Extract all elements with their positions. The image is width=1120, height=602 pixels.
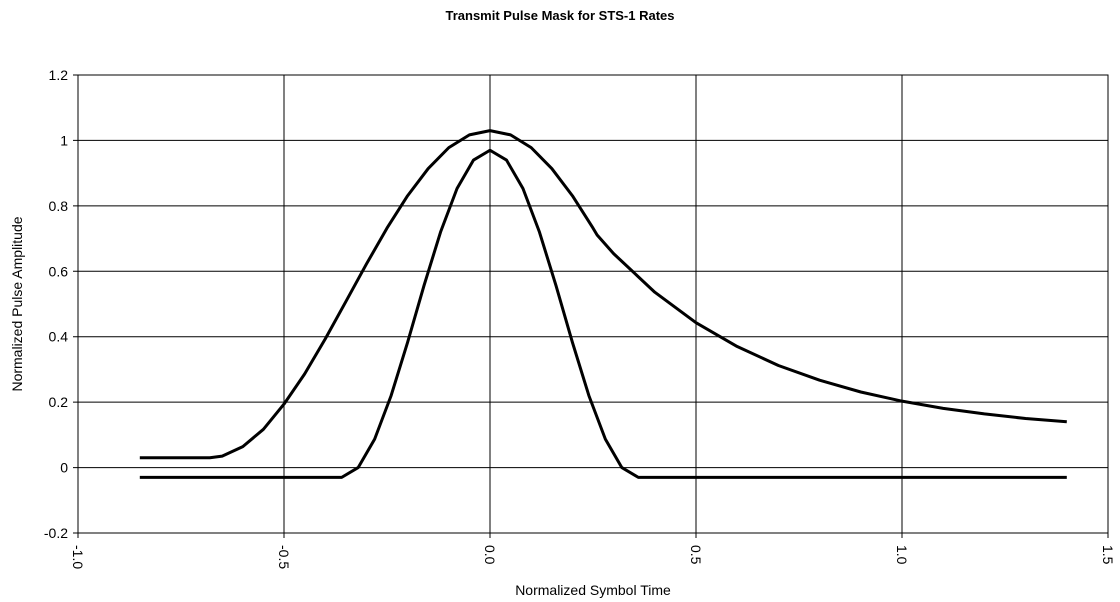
x-tick-label: 1.5 bbox=[1100, 545, 1116, 565]
y-tick-label: 0.4 bbox=[49, 329, 69, 345]
y-tick-label: -0.2 bbox=[44, 525, 68, 541]
y-axis-label: Normalized Pulse Amplitude bbox=[9, 216, 25, 391]
x-tick-label: -0.5 bbox=[276, 545, 292, 569]
y-tick-label: 0 bbox=[60, 460, 68, 476]
y-tick-label: 1.2 bbox=[49, 67, 69, 83]
y-tick-label: 0.2 bbox=[49, 394, 69, 410]
chart-title: Transmit Pulse Mask for STS-1 Rates bbox=[445, 8, 674, 23]
x-tick-label: 0.0 bbox=[482, 545, 498, 565]
plot-border bbox=[77, 74, 1109, 534]
y-tick-label: 1 bbox=[60, 132, 68, 148]
x-tick-label: -1.0 bbox=[70, 545, 86, 569]
mask-line bbox=[139, 129, 1067, 460]
x-tick-label: 1.0 bbox=[894, 545, 910, 565]
x-tick-label: 0.5 bbox=[688, 545, 704, 565]
y-tick-label: 0.6 bbox=[49, 263, 69, 279]
mask-line bbox=[139, 148, 1067, 479]
x-axis-label: Normalized Symbol Time bbox=[515, 582, 671, 598]
y-tick-label: 0.8 bbox=[49, 198, 69, 214]
